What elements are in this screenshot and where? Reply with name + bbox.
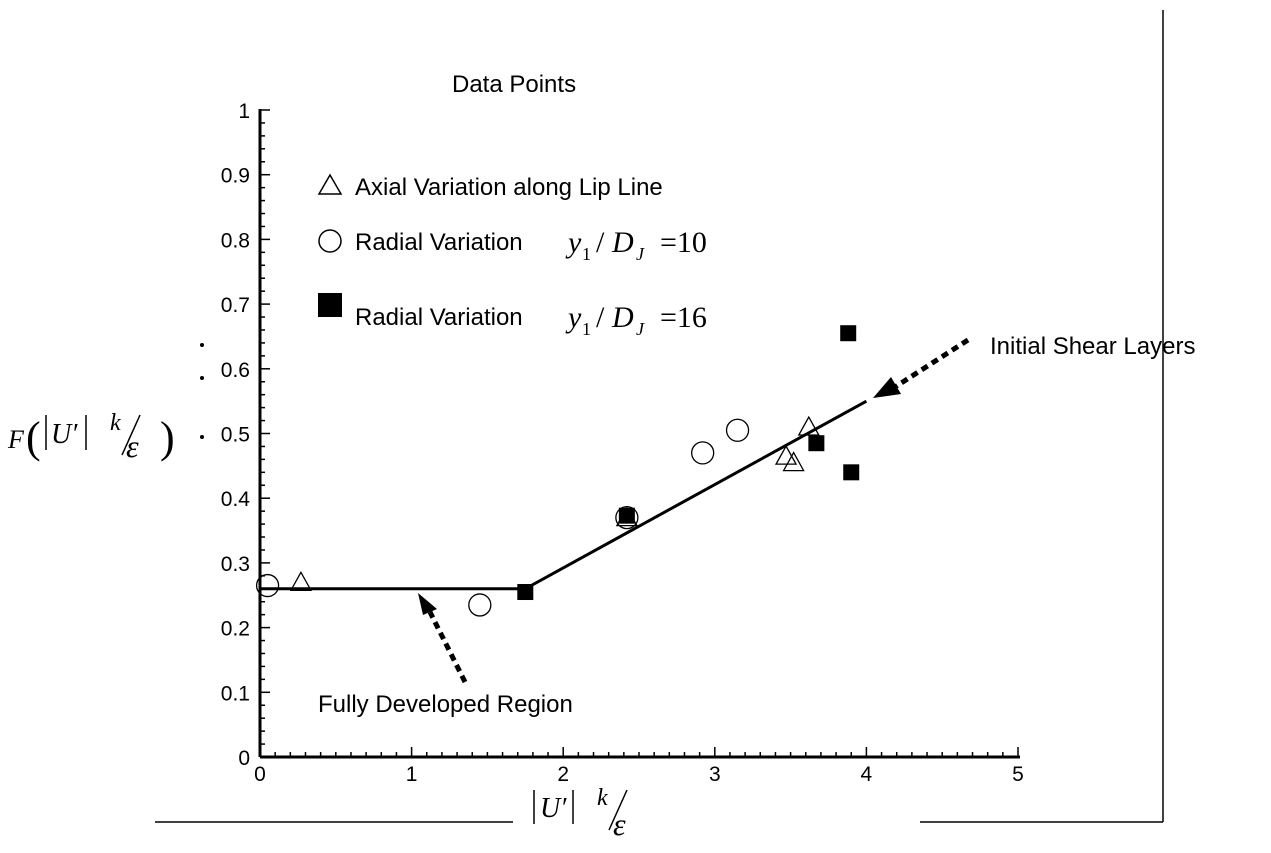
annotation-fully-developed: Fully Developed Region <box>318 691 573 718</box>
svg-text:): ) <box>160 413 175 462</box>
tick-labels: 0 1 2 3 4 5 0 0.1 0.2 0.3 0.4 0.5 0.6 0.7 0.8 0.9 1 <box>221 100 1024 786</box>
data-markers <box>255 325 860 617</box>
legend-label-radial-16: Radial Variation <box>355 304 523 331</box>
x-tick-label: 3 <box>709 763 721 786</box>
circle-marker <box>691 441 715 465</box>
circle-marker <box>725 418 750 442</box>
square-marker <box>843 464 860 481</box>
legend-circle-icon <box>318 229 342 253</box>
annotation-arrowhead-initial-shear <box>873 377 901 398</box>
legend-square-icon <box>318 293 342 317</box>
svg-text:U′: U′ <box>540 793 567 824</box>
legend: Data Points Axial Variation along Lip Li… <box>317 71 707 339</box>
fit-line <box>260 399 868 591</box>
y-tick-label: 0.6 <box>221 359 250 382</box>
x-tick-label: 4 <box>861 763 873 786</box>
square-marker <box>840 325 857 342</box>
y-tick-label: 0.9 <box>221 165 250 188</box>
svg-text:/: / <box>596 226 605 259</box>
svg-text:1: 1 <box>582 244 591 264</box>
circle-marker <box>615 505 639 530</box>
svg-text:J: J <box>636 319 645 339</box>
svg-text:1: 1 <box>582 319 591 339</box>
legend-triangle-icon <box>317 173 343 195</box>
triangle-marker <box>289 570 313 591</box>
y-tick-label: 0.1 <box>221 682 250 705</box>
svg-text:ε: ε <box>613 806 626 842</box>
svg-text:(: ( <box>26 413 41 462</box>
svg-text:k: k <box>110 410 121 436</box>
y-tick-label: 0.5 <box>221 424 250 447</box>
x-tick-label: 2 <box>557 763 569 786</box>
circle-marker <box>468 593 492 617</box>
svg-text:ε: ε <box>126 428 139 464</box>
x-axis-label: U′ k ε <box>533 785 628 842</box>
svg-text:U′: U′ <box>51 419 78 450</box>
annotation-initial-shear: Initial Shear Layers <box>990 333 1195 360</box>
square-marker <box>808 435 825 452</box>
legend-math-y1-dj-16: y 1 / D J =16 <box>565 301 707 339</box>
svg-text:J: J <box>636 244 645 264</box>
y-tick-label: 0.7 <box>221 294 250 317</box>
square-marker <box>517 584 534 601</box>
svg-text:k: k <box>597 785 608 811</box>
svg-text:y: y <box>565 226 582 259</box>
y-tick-label: 0 <box>238 747 250 770</box>
legend-math-y1-dj-10: y 1 / D J =10 <box>565 226 707 264</box>
legend-label-radial-10: Radial Variation <box>355 229 523 256</box>
y-tick-label: 0.8 <box>221 229 250 252</box>
svg-text:y: y <box>565 301 582 334</box>
svg-text:D: D <box>611 301 634 334</box>
annotation-box-fully-developed <box>303 672 678 722</box>
annotation-arrowhead-fully-developed <box>418 593 437 615</box>
triangle-marker <box>782 451 805 472</box>
y-axis-label: F ( U′ k ε ) <box>7 343 204 464</box>
x-tick-label: 0 <box>254 763 266 786</box>
svg-text:D: D <box>611 226 634 259</box>
triangle-marker <box>774 444 798 465</box>
y-tick-label: 0.2 <box>221 618 250 641</box>
svg-text:=16: =16 <box>660 301 707 334</box>
square-marker <box>618 507 635 524</box>
annotation-arrow-initial-shear <box>893 337 970 390</box>
svg-text:=10: =10 <box>660 226 707 259</box>
x-tick-label: 5 <box>1012 763 1024 786</box>
legend-title: Data Points <box>452 71 576 98</box>
svg-text:F: F <box>7 425 25 454</box>
x-tick-label: 1 <box>406 763 418 786</box>
axis-ticks <box>259 109 1019 758</box>
circle-marker <box>255 573 280 598</box>
y-tick-label: 0.3 <box>221 553 250 576</box>
annotation-arrow-fully-developed <box>427 610 468 684</box>
svg-text:/: / <box>596 301 605 334</box>
triangle-marker <box>797 415 820 436</box>
legend-label-axial: Axial Variation along Lip Line <box>355 174 663 201</box>
y-tick-label: 0.4 <box>221 488 251 511</box>
y-tick-label: 1 <box>238 100 250 123</box>
